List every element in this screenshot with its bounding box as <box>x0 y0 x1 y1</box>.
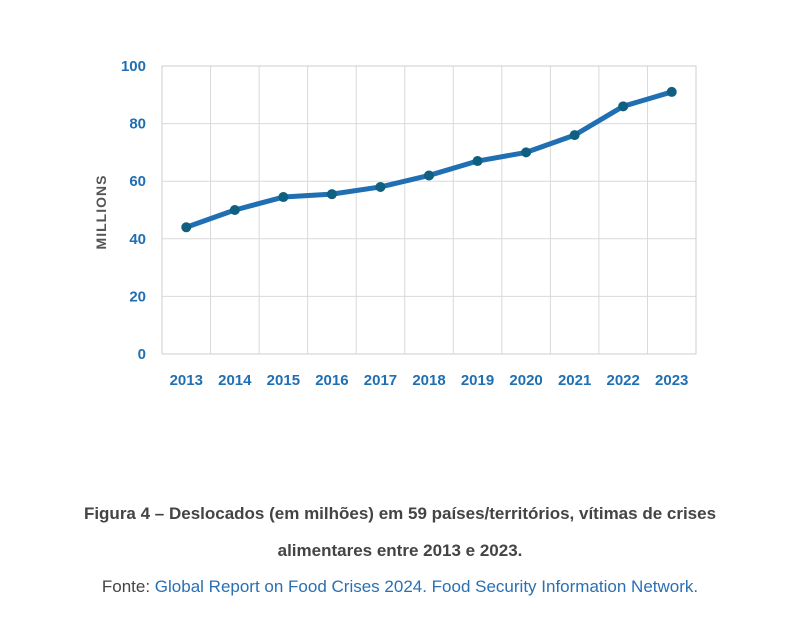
y-axis-label: MILLIONS <box>93 175 109 250</box>
data-point <box>569 130 580 141</box>
data-point <box>666 86 677 97</box>
x-tick-label: 2022 <box>606 372 639 389</box>
data-point <box>521 147 532 158</box>
data-point <box>229 205 240 215</box>
x-tick-label: 2015 <box>267 372 300 389</box>
x-tick-label: 2018 <box>412 372 445 389</box>
x-tick-label: 2013 <box>170 372 203 389</box>
source-link[interactable]: Global Report on Food Crises 2024. Food … <box>154 577 699 596</box>
data-point <box>472 156 483 167</box>
y-tick-label: 100 <box>121 58 146 75</box>
x-tick-label: 2021 <box>558 372 591 389</box>
x-tick-labels: 2013 2014 2015 2016 2017 2018 2019 2020 2021 2022… <box>170 372 689 389</box>
x-tick-label: 2014 <box>218 372 252 389</box>
x-tick-label: 2017 <box>364 372 397 389</box>
data-point <box>181 222 192 233</box>
data-point <box>618 101 629 112</box>
data-point <box>278 192 289 203</box>
figure-caption-line-1: Figura 4 – Deslocados (em milhões) em 59… <box>83 504 717 523</box>
y-tick-label: 60 <box>129 173 146 190</box>
figure-source: Fonte: Global Report on Food Crises 2024… <box>0 577 800 597</box>
y-tick-labels: 0 20 40 60 80 100 <box>121 58 146 363</box>
x-tick-label: 2020 <box>509 372 542 389</box>
figure-caption-line-2: alimentares entre 2013 e 2023. <box>277 541 523 560</box>
y-tick-label: 40 <box>129 231 146 248</box>
x-tick-label: 2016 <box>315 372 348 389</box>
y-tick-label: 0 <box>138 346 146 363</box>
x-tick-label: 2019 <box>461 372 494 389</box>
data-point <box>424 170 434 181</box>
y-tick-label: 20 <box>129 288 146 305</box>
y-tick-label: 80 <box>129 116 146 133</box>
plot-frame <box>161 65 697 355</box>
source-prefix: Fonte: <box>101 577 155 596</box>
x-tick-label: 2023 <box>655 372 688 389</box>
data-point <box>375 181 386 192</box>
data-point <box>326 189 337 200</box>
data-points <box>181 86 677 233</box>
